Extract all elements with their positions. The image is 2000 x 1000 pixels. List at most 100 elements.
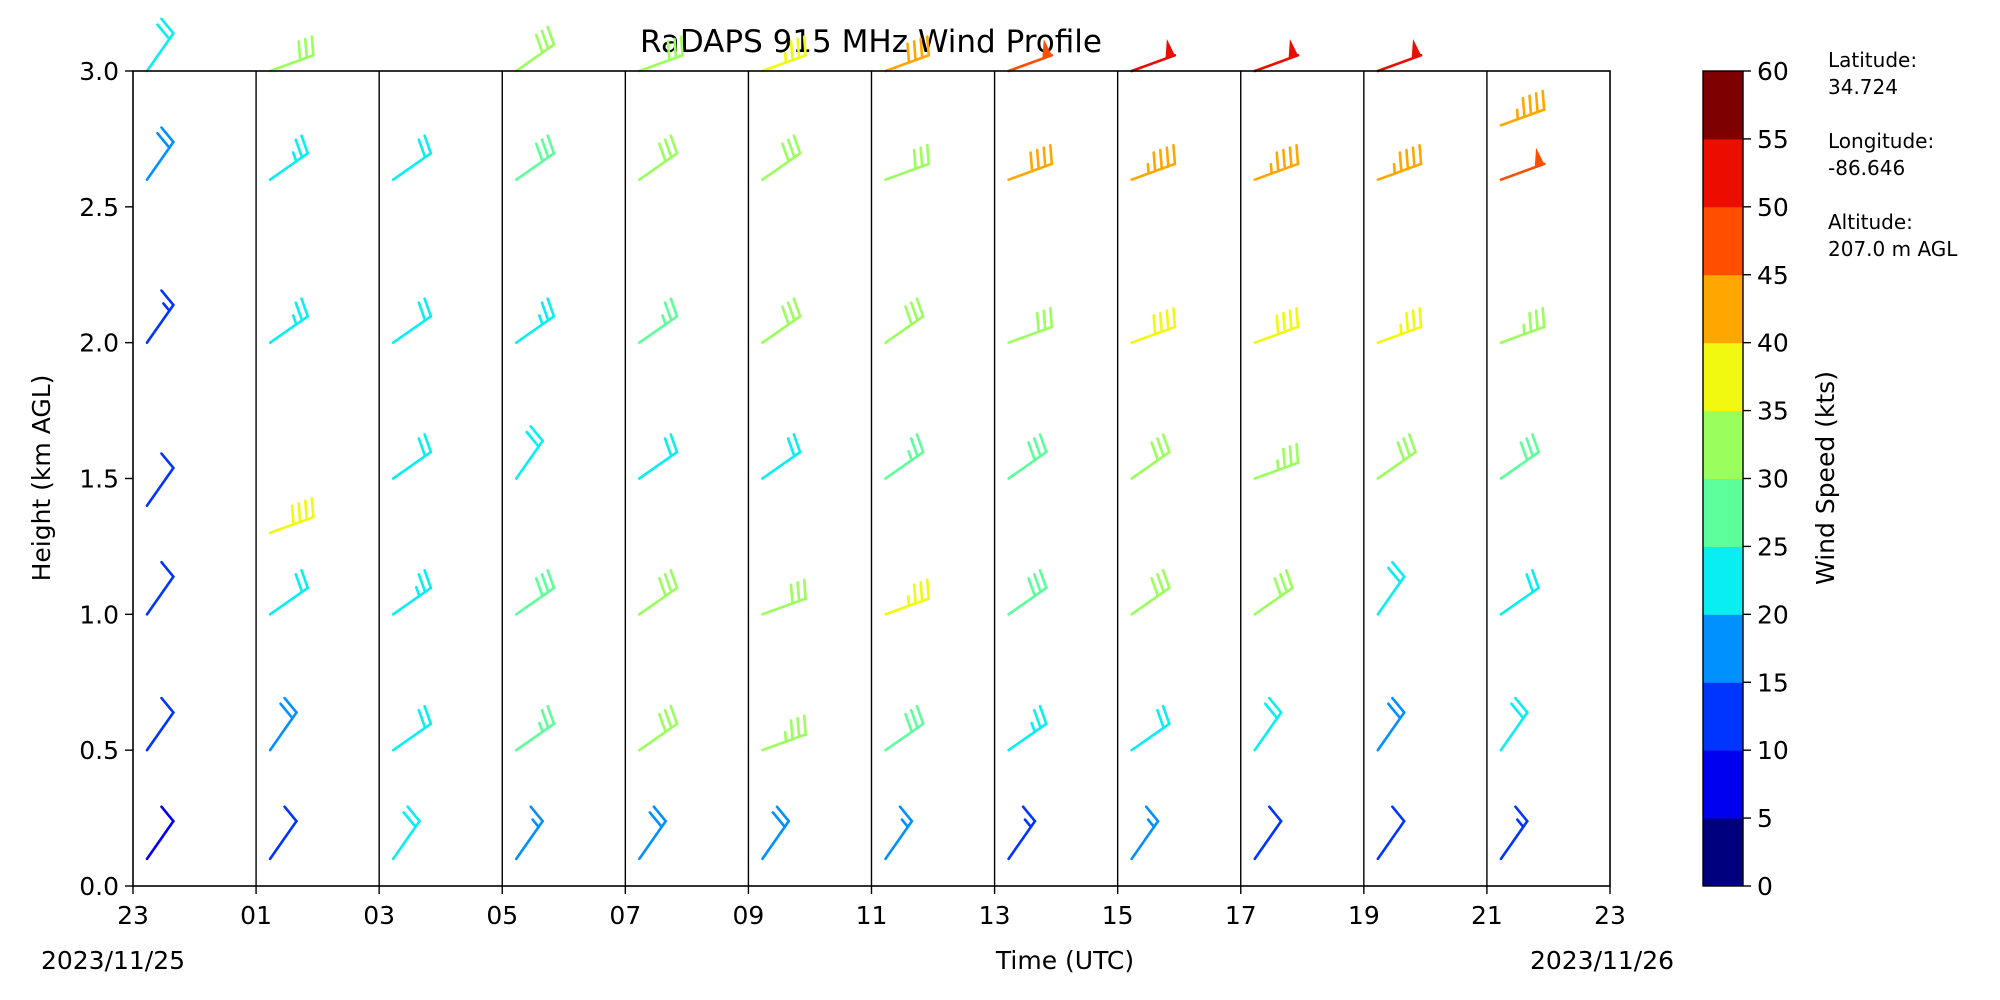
colorbar-segment — [1703, 750, 1743, 819]
colorbar-tick-label: 45 — [1757, 261, 1789, 290]
wind-barb — [514, 425, 544, 480]
colorbar-tick-label: 5 — [1757, 804, 1773, 833]
colorbar-tick-label: 20 — [1757, 600, 1789, 629]
wind-barb — [1376, 805, 1406, 861]
colorbar-segment — [1703, 614, 1743, 683]
wind-barb — [638, 35, 684, 73]
wind-barb — [761, 297, 802, 344]
wind-barb — [761, 805, 791, 861]
start-date-label: 2023/11/25 — [41, 946, 185, 975]
y-tick-label: 2.0 — [79, 329, 119, 358]
colorbar-segment — [1703, 682, 1743, 751]
wind-barb — [884, 297, 925, 344]
colorbar-segment — [1703, 818, 1743, 887]
wind-barb — [638, 134, 679, 181]
x-tick-label: 05 — [486, 901, 518, 930]
wind-barb — [391, 297, 433, 344]
wind-barb — [1007, 39, 1054, 73]
wind-barb — [1253, 39, 1300, 73]
latitude-value: 34.724 — [1828, 75, 1898, 99]
colorbar-ticks: 0 5 10 15 20 25 30 35 40 45 50 55 60 — [1743, 57, 1789, 901]
wind-barb — [761, 134, 802, 181]
x-tick-label: 19 — [1348, 901, 1380, 930]
altitude-label: Altitude: — [1828, 210, 1913, 234]
x-tick-label: 23 — [1594, 901, 1626, 930]
wind-barb — [145, 126, 175, 181]
wind-barb — [1130, 805, 1160, 861]
colorbar-tick-label: 50 — [1757, 193, 1789, 222]
longitude-label: Longitude: — [1828, 129, 1934, 153]
colorbar-segment — [1703, 206, 1743, 276]
wind-barb — [391, 134, 433, 181]
wind-barb — [391, 704, 433, 752]
wind-barb — [638, 704, 679, 752]
longitude-value: -86.646 — [1828, 156, 1905, 180]
wind-barb — [1499, 805, 1529, 861]
colorbar-tick-label: 0 — [1757, 872, 1773, 901]
wind-barbs — [145, 17, 1546, 861]
wind-barb — [1376, 307, 1423, 344]
wind-barb — [1499, 569, 1540, 616]
wind-barb — [761, 35, 807, 73]
colorbar-tick-label: 10 — [1757, 736, 1789, 765]
colorbar-segment — [1703, 546, 1743, 615]
y-tick-label: 0.5 — [79, 736, 119, 765]
colorbar-tick-label: 60 — [1757, 57, 1789, 86]
wind-barb — [1499, 89, 1546, 127]
y-tick-label: 0.0 — [79, 872, 119, 901]
colorbar-tick-label: 55 — [1757, 125, 1789, 154]
wind-barb — [884, 704, 925, 752]
colorbar-tick-label: 40 — [1757, 329, 1789, 358]
y-axis-label: Height (km AGL) — [27, 375, 56, 582]
wind-barb — [1253, 307, 1300, 344]
time-gridlines — [255, 71, 1488, 886]
colorbar-tick-label: 15 — [1757, 668, 1789, 697]
wind-barb — [268, 805, 298, 861]
wind-barb — [1253, 696, 1283, 752]
x-tick-label: 11 — [856, 901, 888, 930]
wind-barb — [1130, 569, 1171, 616]
colorbar-tick-label: 35 — [1757, 397, 1789, 426]
x-tick-label: 23 — [117, 901, 149, 930]
wind-barb — [638, 297, 679, 344]
x-tick-label: 01 — [240, 901, 272, 930]
wind-barb — [145, 17, 175, 73]
wind-barb — [1499, 696, 1529, 752]
y-tick-label: 2.5 — [79, 193, 119, 222]
wind-barb — [1376, 560, 1406, 616]
wind-barb — [145, 560, 175, 616]
wind-barb — [1007, 144, 1054, 181]
wind-barb — [1376, 696, 1406, 752]
wind-barb — [145, 696, 175, 752]
wind-barb — [514, 805, 544, 861]
wind-barb — [268, 696, 298, 752]
station-info: Latitude: 34.724 Longitude: -86.646 Alti… — [1828, 48, 1958, 261]
wind-barb — [1376, 144, 1423, 181]
wind-barb — [1376, 433, 1417, 480]
wind-barb — [514, 569, 556, 616]
x-tick-label: 09 — [733, 901, 765, 930]
wind-barb — [1130, 433, 1171, 480]
colorbar-segment — [1703, 274, 1743, 344]
wind-barb — [1499, 307, 1546, 344]
colorbar-segment — [1703, 410, 1743, 479]
wind-barb — [884, 35, 931, 73]
wind-barb — [884, 433, 925, 480]
wind-barb — [514, 134, 556, 181]
wind-barb — [1007, 307, 1054, 344]
wind-barb — [884, 805, 914, 861]
wind-barb — [761, 578, 807, 616]
x-tick-label: 21 — [1471, 901, 1503, 930]
wind-barb — [1253, 805, 1283, 861]
wind-barb — [391, 569, 433, 616]
x-tick-label: 03 — [363, 901, 395, 930]
altitude-value: 207.0 m AGL — [1828, 237, 1958, 261]
colorbar-tick-label: 30 — [1757, 465, 1789, 494]
y-tick-label: 3.0 — [79, 57, 119, 86]
x-tick-label: 17 — [1225, 901, 1257, 930]
colorbar-segment — [1703, 71, 1743, 140]
wind-barb — [145, 289, 175, 344]
colorbar — [1703, 71, 1743, 887]
wind-barb — [1007, 569, 1048, 616]
